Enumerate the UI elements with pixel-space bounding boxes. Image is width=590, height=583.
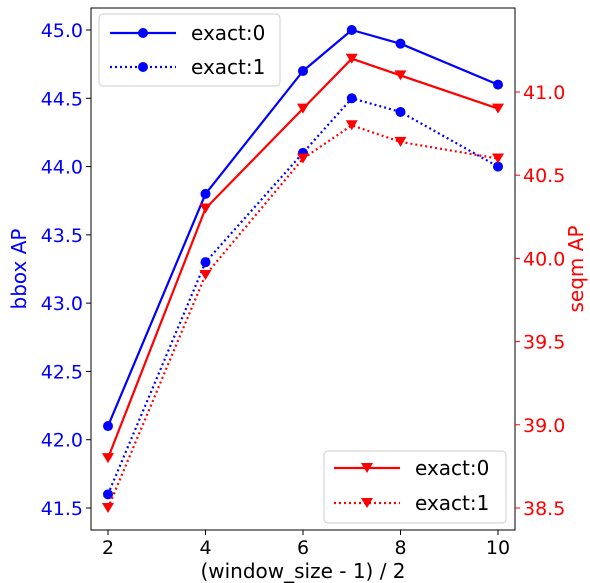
x-tick-label: 4 [199,537,211,559]
data-point-marker [199,203,212,214]
right-y-tick-label: 41.0 [523,82,565,104]
x-tick-label: 10 [486,537,510,559]
left-y-tick-label: 42.0 [41,430,83,452]
legend-label: exact:1 [191,55,265,79]
legend-marker-blue-circle [138,28,148,38]
data-point-marker [200,188,211,199]
series-layer [102,25,504,513]
right-y-tick-label: 40.0 [523,248,565,270]
right-y-tick-label: 38.5 [523,498,565,520]
left-y-tick-label: 44.0 [41,157,83,179]
data-point-marker [492,103,504,114]
legend-top-left: exact:0 exact:1 [98,13,281,87]
series-line-right-3 [106,124,499,509]
right-y-tick-label: 39.0 [523,415,565,437]
data-point-marker [345,53,358,64]
right-y-tick-label: 40.5 [523,165,565,187]
data-point-marker [103,421,113,432]
data-point-marker [103,489,113,500]
data-point-marker [200,257,211,268]
axes-layer: 2 4 6 8 10 41.5 42.0 42.5 43.0 43.5 44.0 44.5 45.0 38… [41,20,566,559]
data-point-marker [346,93,357,104]
data-point-marker [394,70,407,81]
data-point-marker [395,106,406,117]
data-point-marker [297,153,309,164]
legend-marker-blue-circle [138,62,148,72]
x-tick-label: 6 [297,537,309,559]
left-y-tick-label: 45.0 [41,20,83,42]
data-point-marker [493,79,503,90]
left-y-tick-label: 44.5 [41,88,83,110]
legend-label: exact:1 [415,491,489,515]
data-point-marker [394,136,407,147]
left-y-tick-label: 43.0 [41,293,83,315]
data-point-marker [493,161,503,172]
left-y-tick-label: 42.5 [41,361,83,383]
x-tick-label: 8 [394,537,406,559]
legend-label: exact:0 [191,21,265,45]
right-y-axis-label: seqm AP [564,225,588,312]
data-point-marker [102,453,114,464]
plot-background [91,8,515,530]
left-y-tick-label: 41.5 [41,498,83,520]
legend-marker-red-triangle [361,463,373,473]
right-y-tick-label: 39.5 [523,332,565,354]
series-line-right-2 [106,57,499,459]
x-tick-label: 2 [102,537,114,559]
data-point-marker [492,153,504,164]
data-point-marker [199,270,212,281]
legend-bottom-right: exact:0 exact:1 [323,450,507,524]
data-point-marker [102,503,114,513]
left-y-axis-label: bbox AP [7,229,31,310]
data-point-marker [345,120,358,131]
x-axis-label: (window_size - 1) / 2 [200,559,405,583]
series-line-left-1 [106,97,499,495]
left-y-tick-label: 43.5 [41,225,83,247]
series-line-left-0 [106,28,499,427]
legend-marker-red-triangle [361,498,373,508]
data-point-marker [298,65,308,76]
legend-label: exact:0 [415,456,489,480]
data-point-marker [297,103,309,114]
data-point-marker [346,25,357,35]
data-point-marker [395,38,406,49]
